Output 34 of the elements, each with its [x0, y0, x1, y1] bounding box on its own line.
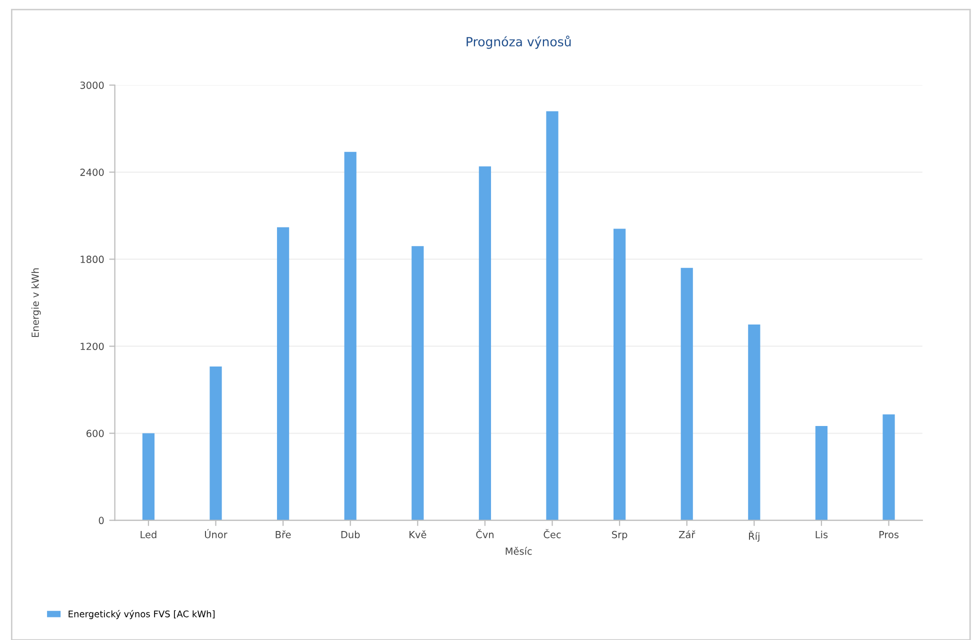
x-tick-label: Pros	[879, 531, 899, 538]
x-tick-label: Únor	[204, 529, 228, 538]
bar	[344, 152, 356, 520]
bar	[478, 166, 492, 520]
y-tick-label: 1200	[80, 342, 104, 350]
x-tick-label: Čec	[544, 529, 561, 538]
bar	[680, 268, 693, 520]
bar	[546, 111, 558, 520]
y-tick-label: 1800	[80, 256, 104, 264]
bar	[614, 228, 626, 520]
x-tick-label: Říj	[749, 530, 760, 542]
y-tick-label: 2400	[80, 168, 104, 176]
bar	[210, 366, 222, 520]
bar	[142, 433, 155, 520]
bar	[882, 414, 895, 520]
bar	[412, 246, 424, 520]
x-tick-label: Kvě	[410, 530, 426, 538]
x-tick-label: Zář	[678, 530, 696, 538]
x-axis-title: Měsíc	[506, 546, 532, 555]
bar	[748, 324, 760, 520]
y-axis-title: Energie v kWh	[31, 268, 41, 337]
x-tick-label: Srp	[612, 530, 628, 540]
y-tick-label: 600	[86, 430, 104, 438]
chart-title: Prognóza výnosů	[466, 36, 571, 49]
legend-label: Energetický výnos FVS [AC kWh]	[68, 610, 215, 620]
bar	[815, 426, 828, 520]
x-tick-label: Led	[140, 530, 156, 538]
y-tick-label: 3000	[80, 82, 104, 89]
x-tick-label: Dub	[341, 530, 360, 538]
x-tick-label: Čvn	[476, 529, 494, 538]
x-tick-label: Lis	[816, 530, 828, 538]
bar	[277, 227, 290, 520]
x-tick-label: Bře	[276, 530, 291, 538]
y-tick-label: 0	[98, 516, 104, 524]
